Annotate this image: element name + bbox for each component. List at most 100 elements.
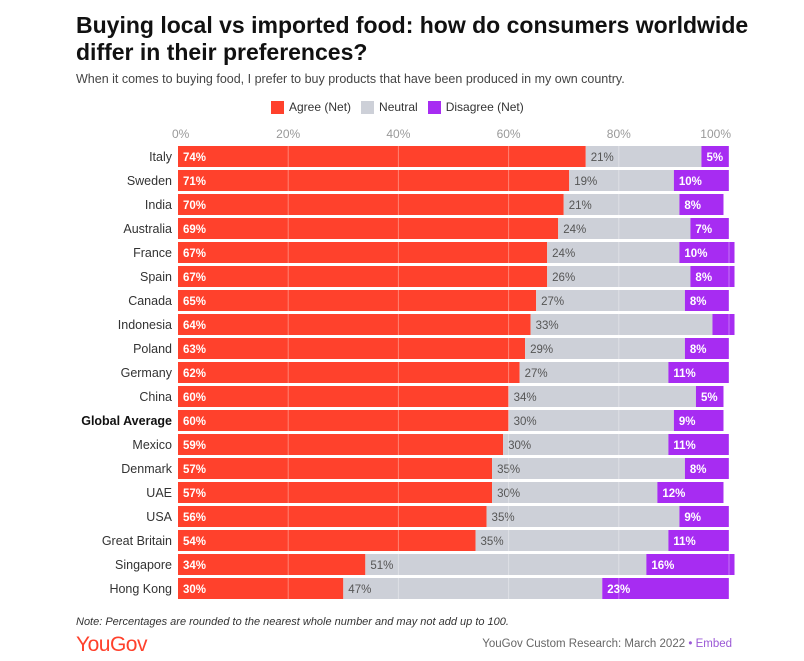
category-label: Global Average: [81, 414, 172, 428]
bar-segment: [679, 194, 724, 215]
bar-segment: [646, 554, 735, 575]
category-label: Canada: [128, 294, 172, 308]
x-tick-label: 0%: [172, 127, 190, 141]
yougov-logo[interactable]: YouGov: [76, 633, 147, 656]
data-label: 47%: [348, 584, 371, 596]
data-label: 30%: [514, 416, 537, 428]
bar-segment: [558, 218, 691, 239]
bar-segment: [673, 410, 724, 431]
data-label: 9%: [679, 416, 696, 428]
legend-label-agree: Agree (Net): [289, 100, 352, 114]
bar-segment: [178, 578, 344, 599]
bar-segment: [492, 482, 658, 503]
data-label: 71%: [183, 176, 206, 188]
data-label: 69%: [183, 224, 206, 236]
bar-segment: [684, 290, 729, 311]
data-label: 24%: [563, 224, 586, 236]
bar-segment: [547, 242, 680, 263]
bar-segment: [178, 242, 548, 263]
data-label: 8%: [690, 464, 707, 476]
bar-segment: [178, 530, 476, 551]
data-label: 21%: [569, 200, 592, 212]
category-label: USA: [146, 510, 172, 524]
bar-segment: [178, 218, 559, 239]
chart-title: Buying local vs imported food: how do co…: [76, 12, 749, 65]
bar-segment: [690, 218, 729, 239]
data-label: 51%: [370, 560, 393, 572]
data-label: 34%: [183, 560, 206, 572]
category-label: Germany: [121, 366, 173, 380]
category-label: Great Britain: [102, 534, 172, 548]
x-tick-label: 60%: [497, 127, 521, 141]
legend-item-disagree: Disagree (Net): [427, 100, 524, 114]
bar-segment: [508, 410, 674, 431]
category-label: Mexico: [132, 438, 172, 452]
bar-segment: [519, 362, 669, 383]
bar-segment: [503, 434, 669, 455]
bar-segment: [684, 458, 729, 479]
bar-segment: [492, 458, 685, 479]
bar-segment: [668, 530, 729, 551]
data-label: 8%: [684, 200, 701, 212]
legend-label-neutral: Neutral: [379, 100, 418, 114]
category-label: France: [133, 246, 172, 260]
bar-segment: [602, 578, 729, 599]
bar-segment: [178, 266, 548, 287]
source-line: YouGov Custom Research: March 2022 • Emb…: [482, 638, 732, 650]
bar-segment: [695, 386, 724, 407]
data-label: 70%: [183, 200, 206, 212]
bar-segment: [701, 146, 729, 167]
data-label: 21%: [591, 152, 614, 164]
data-label: 23%: [607, 584, 630, 596]
source-separator: •: [688, 638, 693, 650]
bar-segment: [668, 434, 729, 455]
source-text: YouGov Custom Research: March 2022: [482, 638, 686, 650]
bar-segment: [563, 194, 680, 215]
data-label: 54%: [183, 536, 206, 548]
bar-segment: [684, 338, 729, 359]
data-label: 56%: [183, 512, 206, 524]
data-label: 35%: [497, 464, 520, 476]
legend: Agree (Net) Neutral Disagree (Net): [271, 100, 534, 114]
data-label: 74%: [183, 152, 206, 164]
category-label: Spain: [140, 270, 172, 284]
bar-segment: [525, 338, 685, 359]
data-label: 34%: [514, 392, 537, 404]
bar-segment: [178, 386, 509, 407]
category-label: Australia: [123, 222, 172, 236]
data-label: 27%: [525, 368, 548, 380]
bar-segment: [585, 146, 702, 167]
footnote: Note: Percentages are rounded to the nea…: [76, 616, 509, 628]
data-label: 7%: [695, 224, 712, 236]
data-label: 26%: [552, 272, 575, 284]
bar-segment: [679, 242, 735, 263]
bar-segment: [690, 266, 735, 287]
data-label: 5%: [706, 152, 723, 164]
bar-segment: [178, 482, 493, 503]
bar-segment: [178, 170, 570, 191]
data-label: 9%: [684, 512, 701, 524]
bar-segment: [475, 530, 669, 551]
data-label: 64%: [183, 320, 206, 332]
category-label: India: [145, 198, 172, 212]
data-label: 59%: [183, 440, 206, 452]
bar-segment: [679, 506, 729, 527]
legend-item-agree: Agree (Net): [271, 100, 351, 114]
category-label: Sweden: [127, 174, 172, 188]
bar-segment: [673, 170, 729, 191]
legend-swatch-disagree: [427, 100, 441, 114]
data-label: 10%: [684, 248, 707, 260]
data-label: 8%: [690, 296, 707, 308]
bar-segment: [178, 146, 586, 167]
bar-segment: [178, 194, 564, 215]
legend-item-neutral: Neutral: [361, 100, 418, 114]
bar-segment: [178, 362, 520, 383]
bar-segment: [343, 578, 603, 599]
data-label: 62%: [183, 368, 206, 380]
bar-segment: [178, 410, 509, 431]
data-label: 60%: [183, 392, 206, 404]
legend-swatch-agree: [271, 100, 284, 114]
category-label: UAE: [146, 486, 172, 500]
category-label: Poland: [133, 342, 172, 356]
embed-link[interactable]: Embed: [695, 638, 732, 650]
